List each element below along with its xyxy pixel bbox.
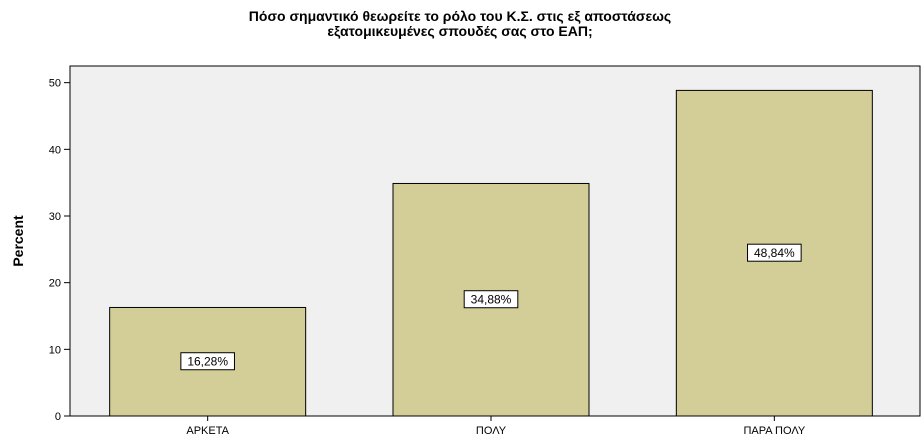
x-axis: ΑΡΚΕΤΑ ΠΟΛΥ ΠΑΡΑ ΠΟΛΥ: [186, 416, 806, 437]
chart-title: Πόσο σημαντικό θεωρείτε το ρόλο του Κ.Σ.…: [248, 8, 672, 39]
category-label: ΠΑΡΑ ΠΟΛΥ: [743, 425, 805, 437]
category-label: ΠΟΛΥ: [476, 425, 507, 437]
data-label-box: [747, 243, 802, 262]
y-tick-label: 0: [55, 411, 61, 423]
bars-group: 16,28% 34,88% 48,84%: [109, 89, 873, 417]
y-tick-label: 30: [49, 211, 61, 223]
y-axis-label: Percent: [10, 215, 26, 267]
data-label: 48,84%: [754, 246, 795, 260]
data-label-box: [180, 352, 235, 371]
y-tick-label: 20: [49, 278, 61, 290]
y-tick-label: 40: [49, 144, 61, 156]
data-label-box: [463, 290, 519, 309]
y-axis: 0 10 20 30 40 50: [49, 78, 70, 423]
y-tick-label: 50: [49, 78, 61, 90]
data-label: 16,28%: [187, 355, 228, 369]
bar-3: [675, 89, 873, 417]
category-label: ΑΡΚΕΤΑ: [186, 425, 229, 437]
data-label: 34,88%: [471, 293, 512, 307]
y-tick-label: 10: [49, 344, 61, 356]
